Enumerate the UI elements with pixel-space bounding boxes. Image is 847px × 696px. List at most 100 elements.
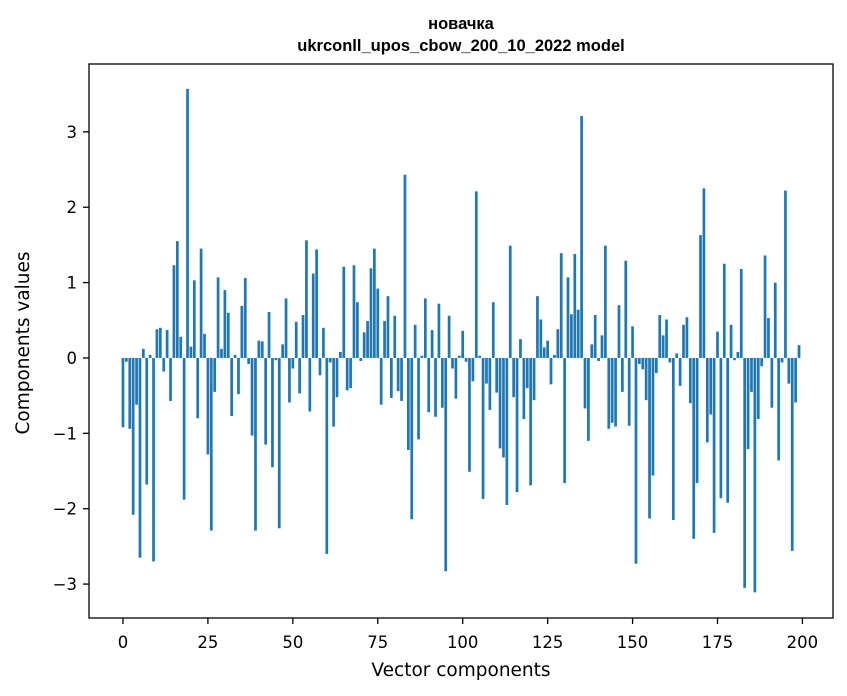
bar [682,324,685,358]
bar [250,357,254,436]
bar [342,266,346,358]
y-tick-label: −1 [53,424,77,443]
bar [203,333,206,358]
bar [512,357,516,398]
bar [522,357,526,420]
bar [777,357,781,461]
bar [736,351,740,358]
bar [719,357,723,499]
bar [525,357,529,389]
y-tick-label: −3 [53,575,77,594]
bar [654,357,658,374]
bar [729,324,733,358]
bar [549,357,553,385]
bar [373,248,376,358]
bar [637,357,641,364]
bar [356,302,359,358]
bar [770,357,774,408]
bar [573,253,577,358]
bars-group [121,88,801,593]
bar [712,357,716,533]
bar [614,357,617,427]
bar [359,357,363,361]
bar [627,357,631,426]
bar [661,335,665,358]
bar [141,348,145,358]
bar [128,357,132,429]
bar [220,348,223,358]
bar [264,357,268,445]
bar [570,314,573,358]
bar [223,290,227,358]
bar [705,357,709,443]
bar [410,357,414,520]
bar [502,357,505,458]
bar [240,305,244,358]
y-axis-label: Components values [13,251,34,434]
y-tick-label: 2 [67,198,78,217]
bar [692,357,696,539]
bar [488,357,492,410]
bar [206,357,210,455]
bar [288,357,291,403]
bar [298,357,301,394]
bar [750,357,753,392]
bar [631,326,634,358]
x-tick-label: 25 [197,633,218,652]
bar [233,354,237,358]
bar [389,357,393,398]
bar [257,340,261,358]
bar [148,354,152,358]
bar [172,265,176,358]
bar [722,263,726,358]
bar [651,357,655,476]
bar [271,357,274,468]
x-tick-label: 175 [702,633,734,652]
bar [468,357,471,472]
bar [175,241,179,358]
bar [702,188,706,358]
bar [563,357,566,484]
bar [451,357,454,369]
bar [138,357,142,558]
bar [192,280,196,358]
bar [685,317,689,358]
bar [216,277,220,358]
bar [125,357,128,362]
bar [641,357,645,370]
bar [756,357,760,420]
bar [597,357,600,361]
bar [406,357,410,450]
bar [665,319,668,358]
bar [593,314,597,358]
bar [393,315,397,358]
x-axis-label: Vector components [371,660,550,681]
bar [671,357,675,521]
bar [559,253,563,358]
bar [254,357,257,531]
bar [447,315,451,358]
bar [675,353,679,358]
bar [305,240,308,358]
bar [369,268,373,358]
bar [610,357,614,423]
bar [430,330,434,358]
bar [434,357,437,417]
bar [668,357,672,363]
bar [182,357,186,500]
x-tick-label: 0 [118,633,129,652]
bar [495,357,499,393]
bar [328,357,332,363]
bar [444,357,448,572]
bar [576,309,580,358]
bar [376,288,380,358]
x-tick-label: 150 [617,633,649,652]
bar [322,327,325,358]
bar [294,321,298,358]
bar [678,357,682,386]
bar [644,357,648,401]
bar [621,357,624,392]
x-tick-label: 200 [787,633,819,652]
bar [498,357,502,449]
